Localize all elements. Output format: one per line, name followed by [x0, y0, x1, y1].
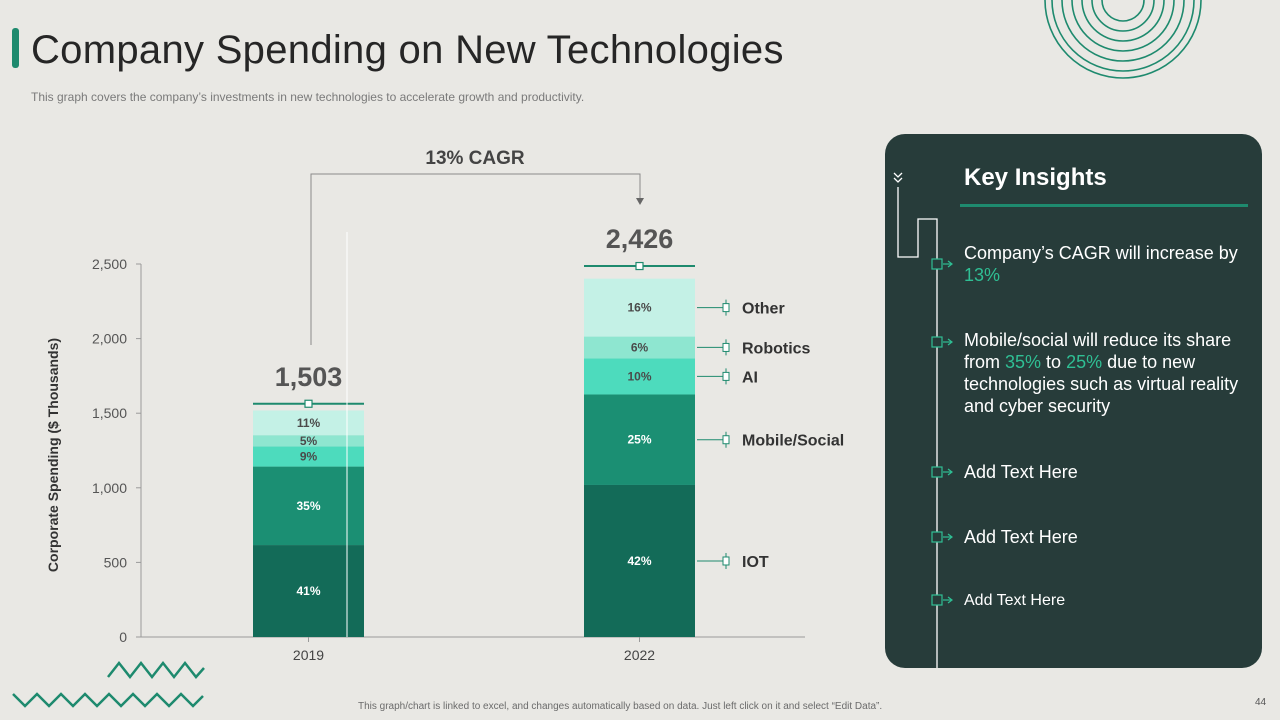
- legend-label-mobile-social: Mobile/Social: [742, 433, 844, 450]
- insights-title: Key Insights: [964, 164, 1107, 191]
- data-label: 25%: [627, 433, 651, 447]
- legend-marker: [722, 556, 730, 566]
- page-title: Company Spending on New Technologies: [31, 28, 784, 72]
- data-label: 41%: [296, 584, 320, 598]
- timeline-node-3: [931, 466, 943, 478]
- timeline-node-5: [931, 594, 943, 606]
- cagr-connector: [310, 173, 641, 345]
- insight-item-4: Add Text Here: [964, 527, 1078, 547]
- insight-item-3: Add Text Here: [964, 462, 1078, 482]
- insights-timeline: [893, 172, 953, 668]
- bar-segment-other-2019: [253, 410, 364, 436]
- legend-label-ai: AI: [742, 369, 758, 386]
- cagr-label: 13% CAGR: [425, 148, 525, 169]
- legend-label-other: Other: [742, 301, 785, 318]
- bar-segment-other-2022: [584, 278, 695, 337]
- insight-item-5: Add Text Here: [964, 592, 1066, 609]
- legend-marker: [722, 371, 730, 381]
- x-tick-label: 2022: [624, 647, 655, 663]
- timeline-arrowhead-icon: [947, 338, 953, 346]
- data-label: 35%: [296, 499, 320, 513]
- total-label-2022: 2,426: [606, 224, 674, 254]
- bar-segment-robotics-2022: [584, 336, 695, 359]
- bar-segment-ai-2019: [253, 446, 364, 467]
- bar-segment-robotics-2019: [253, 435, 364, 447]
- total-marker-box: [304, 399, 313, 408]
- chevron-down-icon: [893, 172, 903, 183]
- timeline-node-4: [931, 531, 943, 543]
- y-tick-label: 1,000: [92, 480, 127, 496]
- legend-marker: [722, 342, 730, 352]
- stacked-bar-chart: 0 500 1,000 1,500 2,000 2,500 Corporate Spendi…: [45, 148, 844, 663]
- bar-segment-mobile-social-2019: [253, 466, 364, 546]
- data-label: 5%: [300, 434, 318, 448]
- y-tick-label: 2,500: [92, 256, 127, 272]
- timeline-arrowhead-icon: [947, 260, 953, 268]
- footer-note: This graph/chart is linked to excel, and…: [358, 701, 883, 712]
- x-tick-label: 2019: [293, 647, 324, 663]
- cagr-arrow-icon: [636, 198, 644, 205]
- total-label-2019: 1,503: [275, 362, 343, 392]
- insight-item-2: Mobile/social will reduce its share from…: [964, 330, 1239, 416]
- timeline-arrowhead-icon: [947, 468, 953, 476]
- bar-segment-iot-2022: [584, 484, 695, 637]
- insights-divider: [960, 204, 1248, 207]
- title-accent-bar: [12, 28, 19, 68]
- data-label: 11%: [297, 416, 321, 430]
- decorative-zigzag: [12, 660, 205, 708]
- bar-segment-mobile-social-2022: [584, 394, 695, 485]
- y-tick-label: 500: [104, 554, 128, 570]
- y-axis-title: Corporate Spending ($ Thousands): [45, 338, 61, 572]
- timeline-node-1: [931, 258, 943, 270]
- timeline-arrowhead-icon: [947, 596, 953, 604]
- data-label: 9%: [300, 449, 318, 463]
- data-label: 42%: [627, 554, 651, 568]
- y-tick-label: 0: [119, 629, 127, 645]
- y-tick-label: 1,500: [92, 405, 127, 421]
- legend-label-robotics: Robotics: [742, 340, 811, 357]
- legend-label-iot: IOT: [742, 554, 769, 571]
- decorative-arcs: [1044, 0, 1202, 79]
- total-marker-box: [635, 261, 644, 271]
- timeline-node-2: [931, 336, 943, 348]
- insight-item-1: Company’s CAGR will increase by 13%: [964, 243, 1238, 285]
- bar-segment-iot-2019: [253, 545, 364, 637]
- legend-marker: [722, 435, 730, 445]
- data-label: 6%: [631, 340, 649, 354]
- data-label: 10%: [627, 369, 651, 383]
- y-tick-label: 2,000: [92, 331, 127, 347]
- legend-marker: [722, 303, 730, 313]
- data-label: 16%: [627, 301, 651, 315]
- bar-segment-ai-2022: [584, 358, 695, 395]
- timeline-arrowhead-icon: [947, 533, 953, 541]
- key-insights-panel: Key Insights Company’s CAGR will increas…: [885, 134, 1262, 668]
- page-subtitle: This graph covers the company’s investme…: [31, 90, 585, 104]
- page-number: 44: [1255, 697, 1267, 708]
